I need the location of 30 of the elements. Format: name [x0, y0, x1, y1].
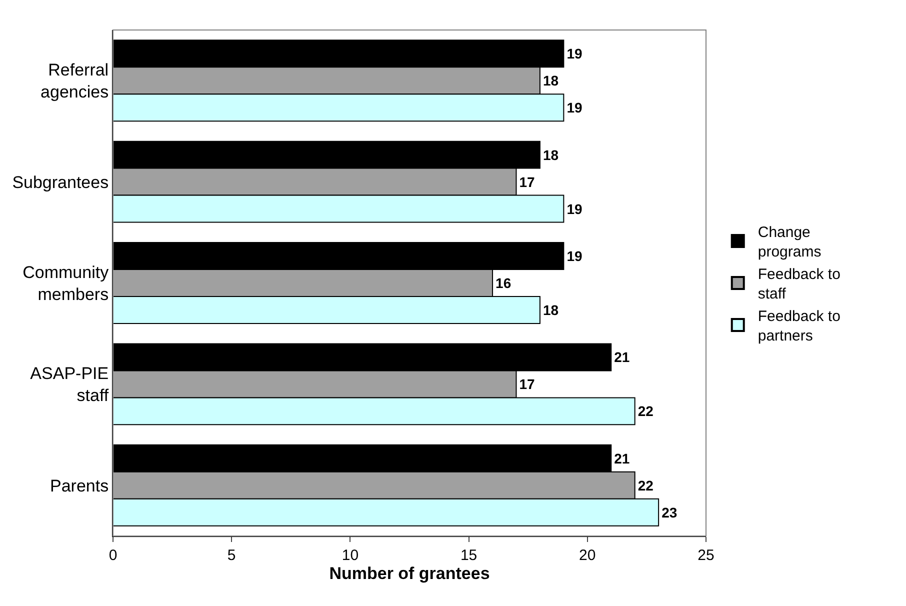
y-tick-label: ASAP-PIE staff — [30, 364, 109, 406]
x-tick-label: 0 — [108, 547, 118, 564]
data-label: 19 — [566, 100, 582, 116]
data-label: 18 — [542, 302, 559, 318]
x-tick-label: 15 — [460, 547, 478, 564]
data-label: 17 — [519, 376, 536, 392]
data-label: 18 — [542, 72, 559, 89]
legend-label: Change programs — [758, 224, 822, 261]
data-label: 22 — [638, 403, 654, 420]
data-label: 18 — [542, 146, 559, 163]
y-tick-label: Referral agencies — [40, 60, 109, 102]
x-tick-label: 20 — [579, 547, 596, 564]
data-label: 22 — [638, 477, 654, 494]
data-label: 16 — [496, 275, 512, 291]
data-label: 21 — [614, 349, 630, 366]
x-tick-label: 5 — [227, 547, 236, 564]
x-axis-title: Number of grantees — [329, 564, 490, 583]
data-label: 21 — [614, 450, 630, 466]
y-tick-label: Parents — [50, 476, 109, 496]
data-label: 17 — [519, 174, 536, 190]
data-label: 19 — [566, 248, 582, 264]
legend-label: Feedback to staff — [758, 266, 840, 303]
data-label: 23 — [662, 504, 678, 520]
data-label: 19 — [566, 200, 582, 217]
legend-label: Feedback to partners — [758, 308, 840, 345]
y-tick-label: Subgrantees — [12, 172, 109, 192]
data-label: 19 — [566, 46, 582, 62]
x-tick-label: 25 — [698, 547, 714, 564]
x-tick-label: 10 — [342, 547, 359, 564]
y-tick-label: Community members — [22, 262, 110, 304]
